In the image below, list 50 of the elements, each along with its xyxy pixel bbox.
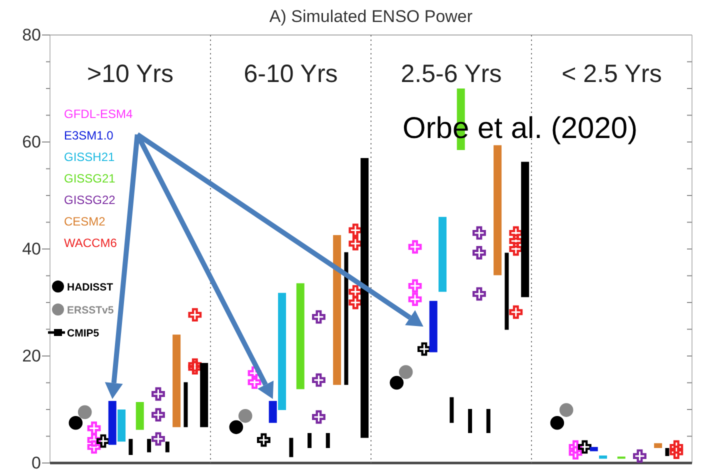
bar (108, 400, 116, 445)
legend-label: ERSSTv5 (67, 304, 114, 316)
x-tick-label: 6-10 Yrs (244, 60, 338, 88)
bar (494, 145, 502, 276)
y-tick-label: 40 (22, 239, 41, 258)
bar (429, 300, 438, 352)
bar (172, 334, 181, 428)
bar (344, 252, 348, 385)
x-tick-label: 2.5-6 Yrs (400, 60, 502, 88)
bar (438, 216, 447, 292)
legend-label: CMIP5 (67, 328, 100, 340)
bar (521, 162, 530, 298)
bar (165, 442, 170, 452)
bar (118, 410, 126, 442)
x-tick-label: >10 Yrs (87, 60, 174, 88)
bar (289, 438, 294, 458)
bar (665, 448, 670, 456)
bar (200, 362, 208, 428)
y-tick-label: 20 (22, 346, 41, 366)
y-tick-label: 0 (32, 453, 41, 470)
bar (654, 443, 662, 448)
bar (128, 438, 133, 455)
y-tick-label: 60 (22, 132, 41, 152)
text: WACCM6 (64, 236, 118, 250)
x-tick-label: < 2.5 Yrs (562, 60, 662, 88)
bar (147, 438, 152, 452)
bar (468, 408, 472, 434)
text: E3SM1.0 (64, 128, 114, 142)
bar (184, 382, 188, 428)
y-tick-label: 80 (22, 25, 41, 44)
chart-title: A) Simulated ENSO Power (269, 7, 473, 26)
bar (308, 433, 312, 448)
text: GISSG21 (64, 172, 116, 186)
bar (296, 283, 304, 390)
bar (333, 235, 342, 385)
bar (599, 456, 608, 459)
bar (278, 292, 286, 410)
bar (268, 400, 277, 423)
bar (360, 158, 369, 438)
bar (590, 446, 598, 452)
text: CESM2 (64, 214, 106, 228)
bar (450, 397, 454, 423)
legend-label: HADISST (67, 282, 114, 294)
bar (326, 433, 330, 448)
text: GISSG22 (64, 193, 116, 207)
text: GISSH21 (64, 150, 116, 164)
bar (486, 408, 490, 434)
bar (136, 402, 144, 430)
bar (504, 252, 509, 330)
text: GFDL-ESM4 (64, 107, 134, 121)
